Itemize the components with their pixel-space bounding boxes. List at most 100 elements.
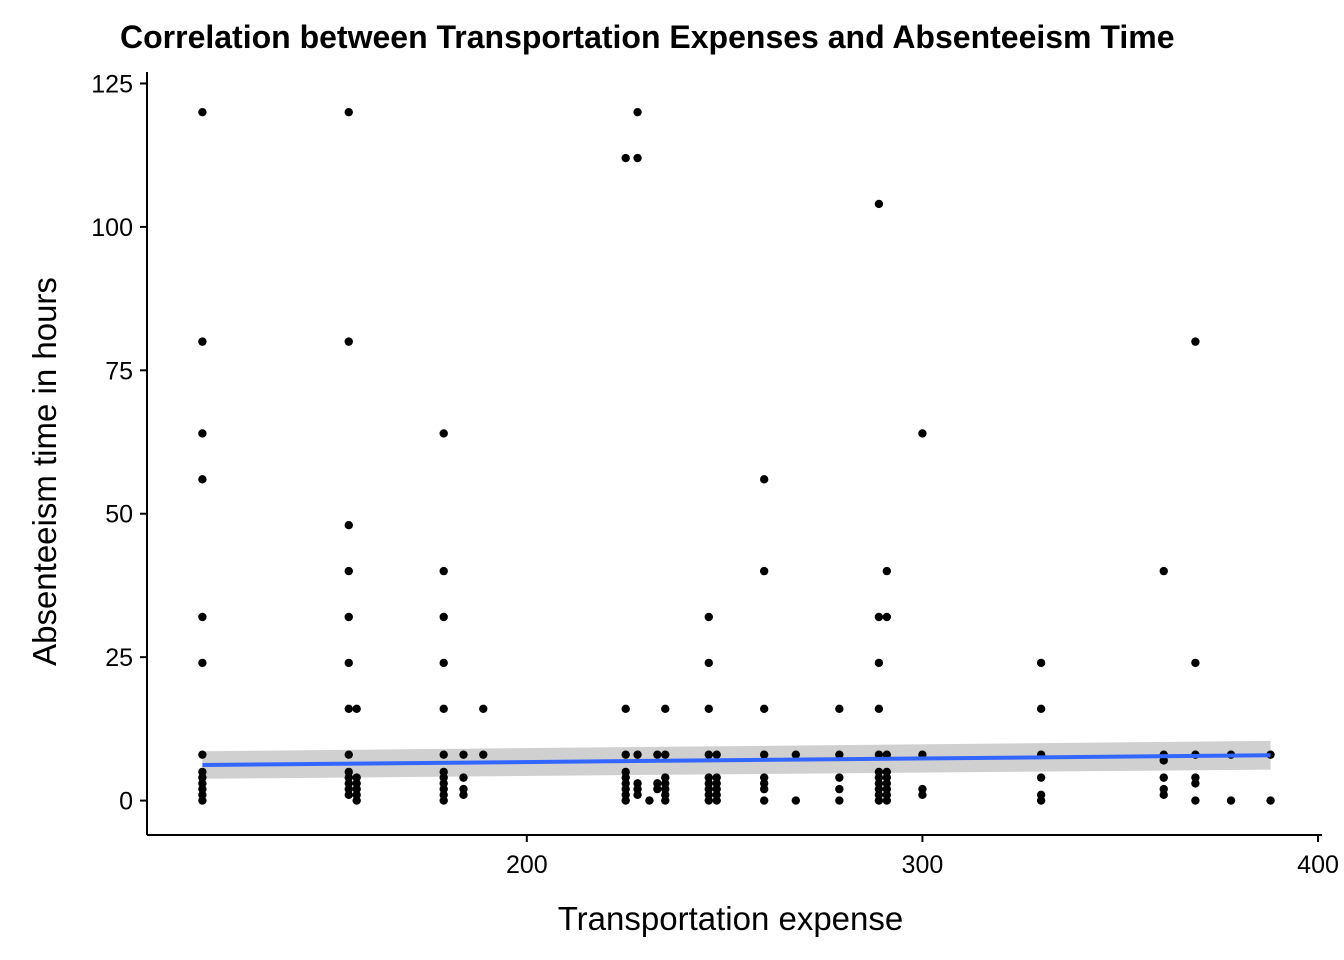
data-point <box>874 612 884 622</box>
data-point <box>621 796 630 805</box>
data-point <box>633 107 642 117</box>
data-point <box>344 704 353 713</box>
data-point <box>759 750 769 759</box>
data-point <box>759 704 769 713</box>
data-point <box>704 704 713 713</box>
data-point <box>791 796 801 805</box>
data-point <box>1159 756 1168 765</box>
data-point <box>344 566 353 576</box>
data-point <box>439 612 448 622</box>
data-point <box>479 704 488 713</box>
data-point <box>633 153 642 163</box>
data-point <box>645 796 654 805</box>
data-point <box>1159 566 1168 576</box>
y-axis-title: Absenteeism time in hours <box>26 277 63 666</box>
data-point <box>439 796 448 805</box>
data-point <box>198 337 207 346</box>
x-tick-label: 200 <box>506 851 548 879</box>
data-point <box>439 566 448 576</box>
data-point <box>459 790 468 800</box>
data-point <box>661 796 670 805</box>
data-point <box>759 784 769 794</box>
y-tick-label: 100 <box>91 214 133 242</box>
data-point <box>1036 773 1046 782</box>
x-tick-label: 300 <box>902 851 944 879</box>
data-point <box>704 658 713 668</box>
data-point <box>1036 796 1046 805</box>
x-axis-title: Transportation expense <box>558 900 904 937</box>
data-point <box>479 750 488 759</box>
data-point <box>352 704 361 713</box>
x-axis-ticks: 200 300 400 <box>506 835 1339 879</box>
data-point <box>439 704 448 713</box>
data-point <box>198 796 207 805</box>
data-point <box>882 796 892 805</box>
y-tick-label: 50 <box>105 501 133 529</box>
data-point <box>874 796 884 805</box>
data-point <box>759 796 769 805</box>
data-point <box>882 566 892 576</box>
data-point <box>344 337 353 346</box>
data-point <box>352 796 361 805</box>
data-point <box>712 796 721 805</box>
data-point <box>1191 779 1200 788</box>
data-point <box>704 750 713 759</box>
data-point <box>439 429 448 438</box>
data-point <box>835 704 844 713</box>
data-point <box>653 750 662 759</box>
data-point <box>344 612 353 622</box>
data-point <box>1226 796 1236 805</box>
data-point <box>344 521 353 530</box>
data-point <box>653 784 662 794</box>
data-point <box>1266 796 1275 805</box>
data-point <box>459 773 468 782</box>
data-point <box>621 704 630 713</box>
data-point <box>1159 790 1168 800</box>
data-point <box>704 612 713 622</box>
y-tick-label: 125 <box>91 70 133 98</box>
chart-title: Correlation between Transportation Expen… <box>120 19 1175 55</box>
data-point <box>439 750 448 759</box>
trend-line-layer <box>202 753 1271 768</box>
data-point <box>439 658 448 668</box>
y-axis-ticks: 0 25 50 75 100 125 <box>91 70 147 816</box>
data-point <box>835 796 844 805</box>
data-point <box>198 750 207 759</box>
data-point <box>198 429 207 438</box>
data-point <box>1191 658 1200 668</box>
data-point <box>918 790 927 800</box>
data-point <box>1036 704 1046 713</box>
data-point <box>874 199 884 209</box>
data-point <box>918 429 927 438</box>
data-point <box>633 790 642 800</box>
data-point <box>704 796 713 805</box>
data-point <box>1191 796 1200 805</box>
data-point <box>621 750 630 759</box>
data-point <box>1159 773 1168 782</box>
y-tick-label: 25 <box>105 644 133 672</box>
y-tick-label: 75 <box>105 357 133 385</box>
data-point <box>835 784 844 794</box>
data-point <box>874 750 884 759</box>
data-point <box>344 790 353 800</box>
data-point <box>459 750 468 759</box>
data-point <box>661 750 670 759</box>
data-point <box>882 612 892 622</box>
data-point <box>633 750 642 759</box>
data-point <box>344 658 353 668</box>
data-points-layer <box>198 107 1275 805</box>
data-point <box>198 107 207 117</box>
data-point <box>621 153 630 163</box>
data-point <box>791 750 801 759</box>
data-point <box>1191 337 1200 346</box>
data-point <box>759 475 769 484</box>
data-point <box>835 773 844 782</box>
data-point <box>198 658 207 668</box>
data-point <box>874 704 884 713</box>
data-point <box>759 566 769 576</box>
data-point <box>344 107 353 117</box>
data-point <box>712 750 721 759</box>
data-point <box>344 750 353 759</box>
data-point <box>198 612 207 622</box>
